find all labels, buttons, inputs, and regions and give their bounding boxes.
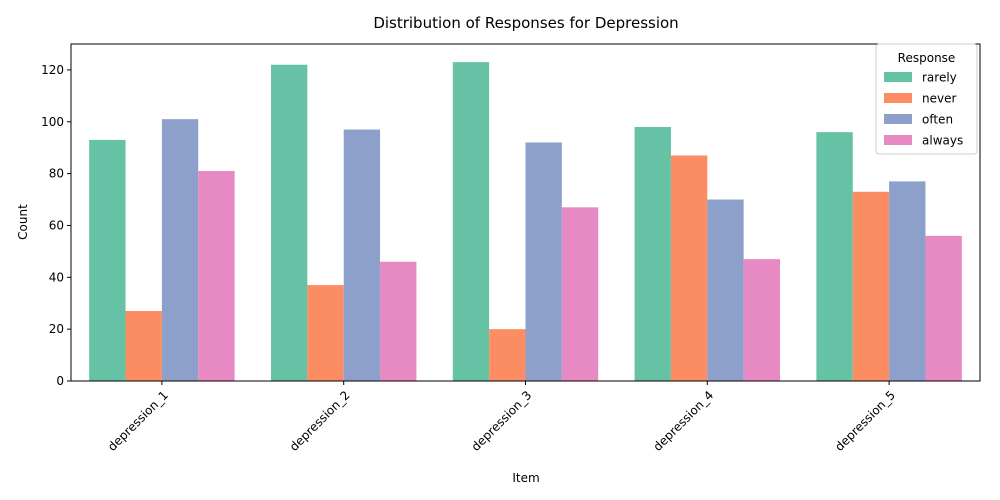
bar-rarely-depression_4 [634, 126, 671, 381]
bar-never-depression_2 [307, 285, 344, 381]
y-tick-label: 120 [41, 63, 64, 77]
x-tick-label: depression_2 [287, 388, 353, 454]
bar-rarely-depression_2 [270, 64, 308, 381]
legend-title: Response [898, 51, 956, 65]
bar-rarely-depression_1 [89, 139, 126, 381]
bar-often-depression_5 [889, 181, 926, 381]
y-tick-label: 20 [49, 322, 64, 336]
bars [89, 62, 962, 382]
y-tick-label: 100 [41, 115, 64, 129]
bar-often-depression_2 [343, 129, 381, 381]
x-axis-label: Item [512, 471, 539, 485]
bar-often-depression_3 [525, 142, 562, 381]
x-tick-label: depression_3 [469, 388, 535, 454]
legend: Response rarely never often always [875, 43, 978, 155]
legend-swatch-often [884, 114, 912, 124]
legend-swatch-never [884, 93, 912, 103]
chart-title: Distribution of Responses for Depression [373, 14, 678, 32]
bar-always-depression_4 [743, 259, 781, 381]
legend-label-often: often [922, 113, 953, 127]
plot-frame [70, 43, 981, 382]
x-tick-label: depression_4 [650, 388, 716, 454]
y-axis: 0 20 40 60 80 100 120 [41, 63, 71, 388]
legend-swatch-rarely [884, 72, 912, 82]
bar-never-depression_1 [125, 311, 162, 381]
bar-always-depression_1 [198, 171, 235, 381]
y-tick-label: 80 [49, 167, 64, 181]
bar-always-depression_2 [380, 261, 417, 381]
bar-never-depression_5 [852, 191, 890, 381]
bar-never-depression_4 [670, 155, 708, 381]
y-axis-label: Count [16, 204, 30, 240]
legend-label-always: always [922, 134, 963, 148]
y-tick-label: 40 [49, 270, 64, 284]
x-tick-label: depression_5 [832, 388, 898, 454]
bar-always-depression_3 [561, 207, 599, 381]
x-tick-label: depression_1 [105, 388, 171, 454]
x-axis: depression_1 depression_2 depression_3 depr… [105, 381, 898, 454]
y-tick-label: 0 [56, 374, 64, 388]
y-tick-label: 60 [49, 218, 64, 232]
legend-label-never: never [922, 92, 956, 106]
legend-box [875, 43, 978, 155]
legend-swatch-always [884, 135, 912, 145]
bar-rarely-depression_3 [452, 62, 490, 382]
bar-always-depression_5 [925, 235, 962, 381]
bar-often-depression_4 [707, 199, 744, 381]
bar-never-depression_3 [489, 329, 526, 381]
bar-rarely-depression_5 [816, 132, 853, 381]
bar-often-depression_1 [161, 119, 199, 381]
legend-label-rarely: rarely [922, 71, 957, 85]
